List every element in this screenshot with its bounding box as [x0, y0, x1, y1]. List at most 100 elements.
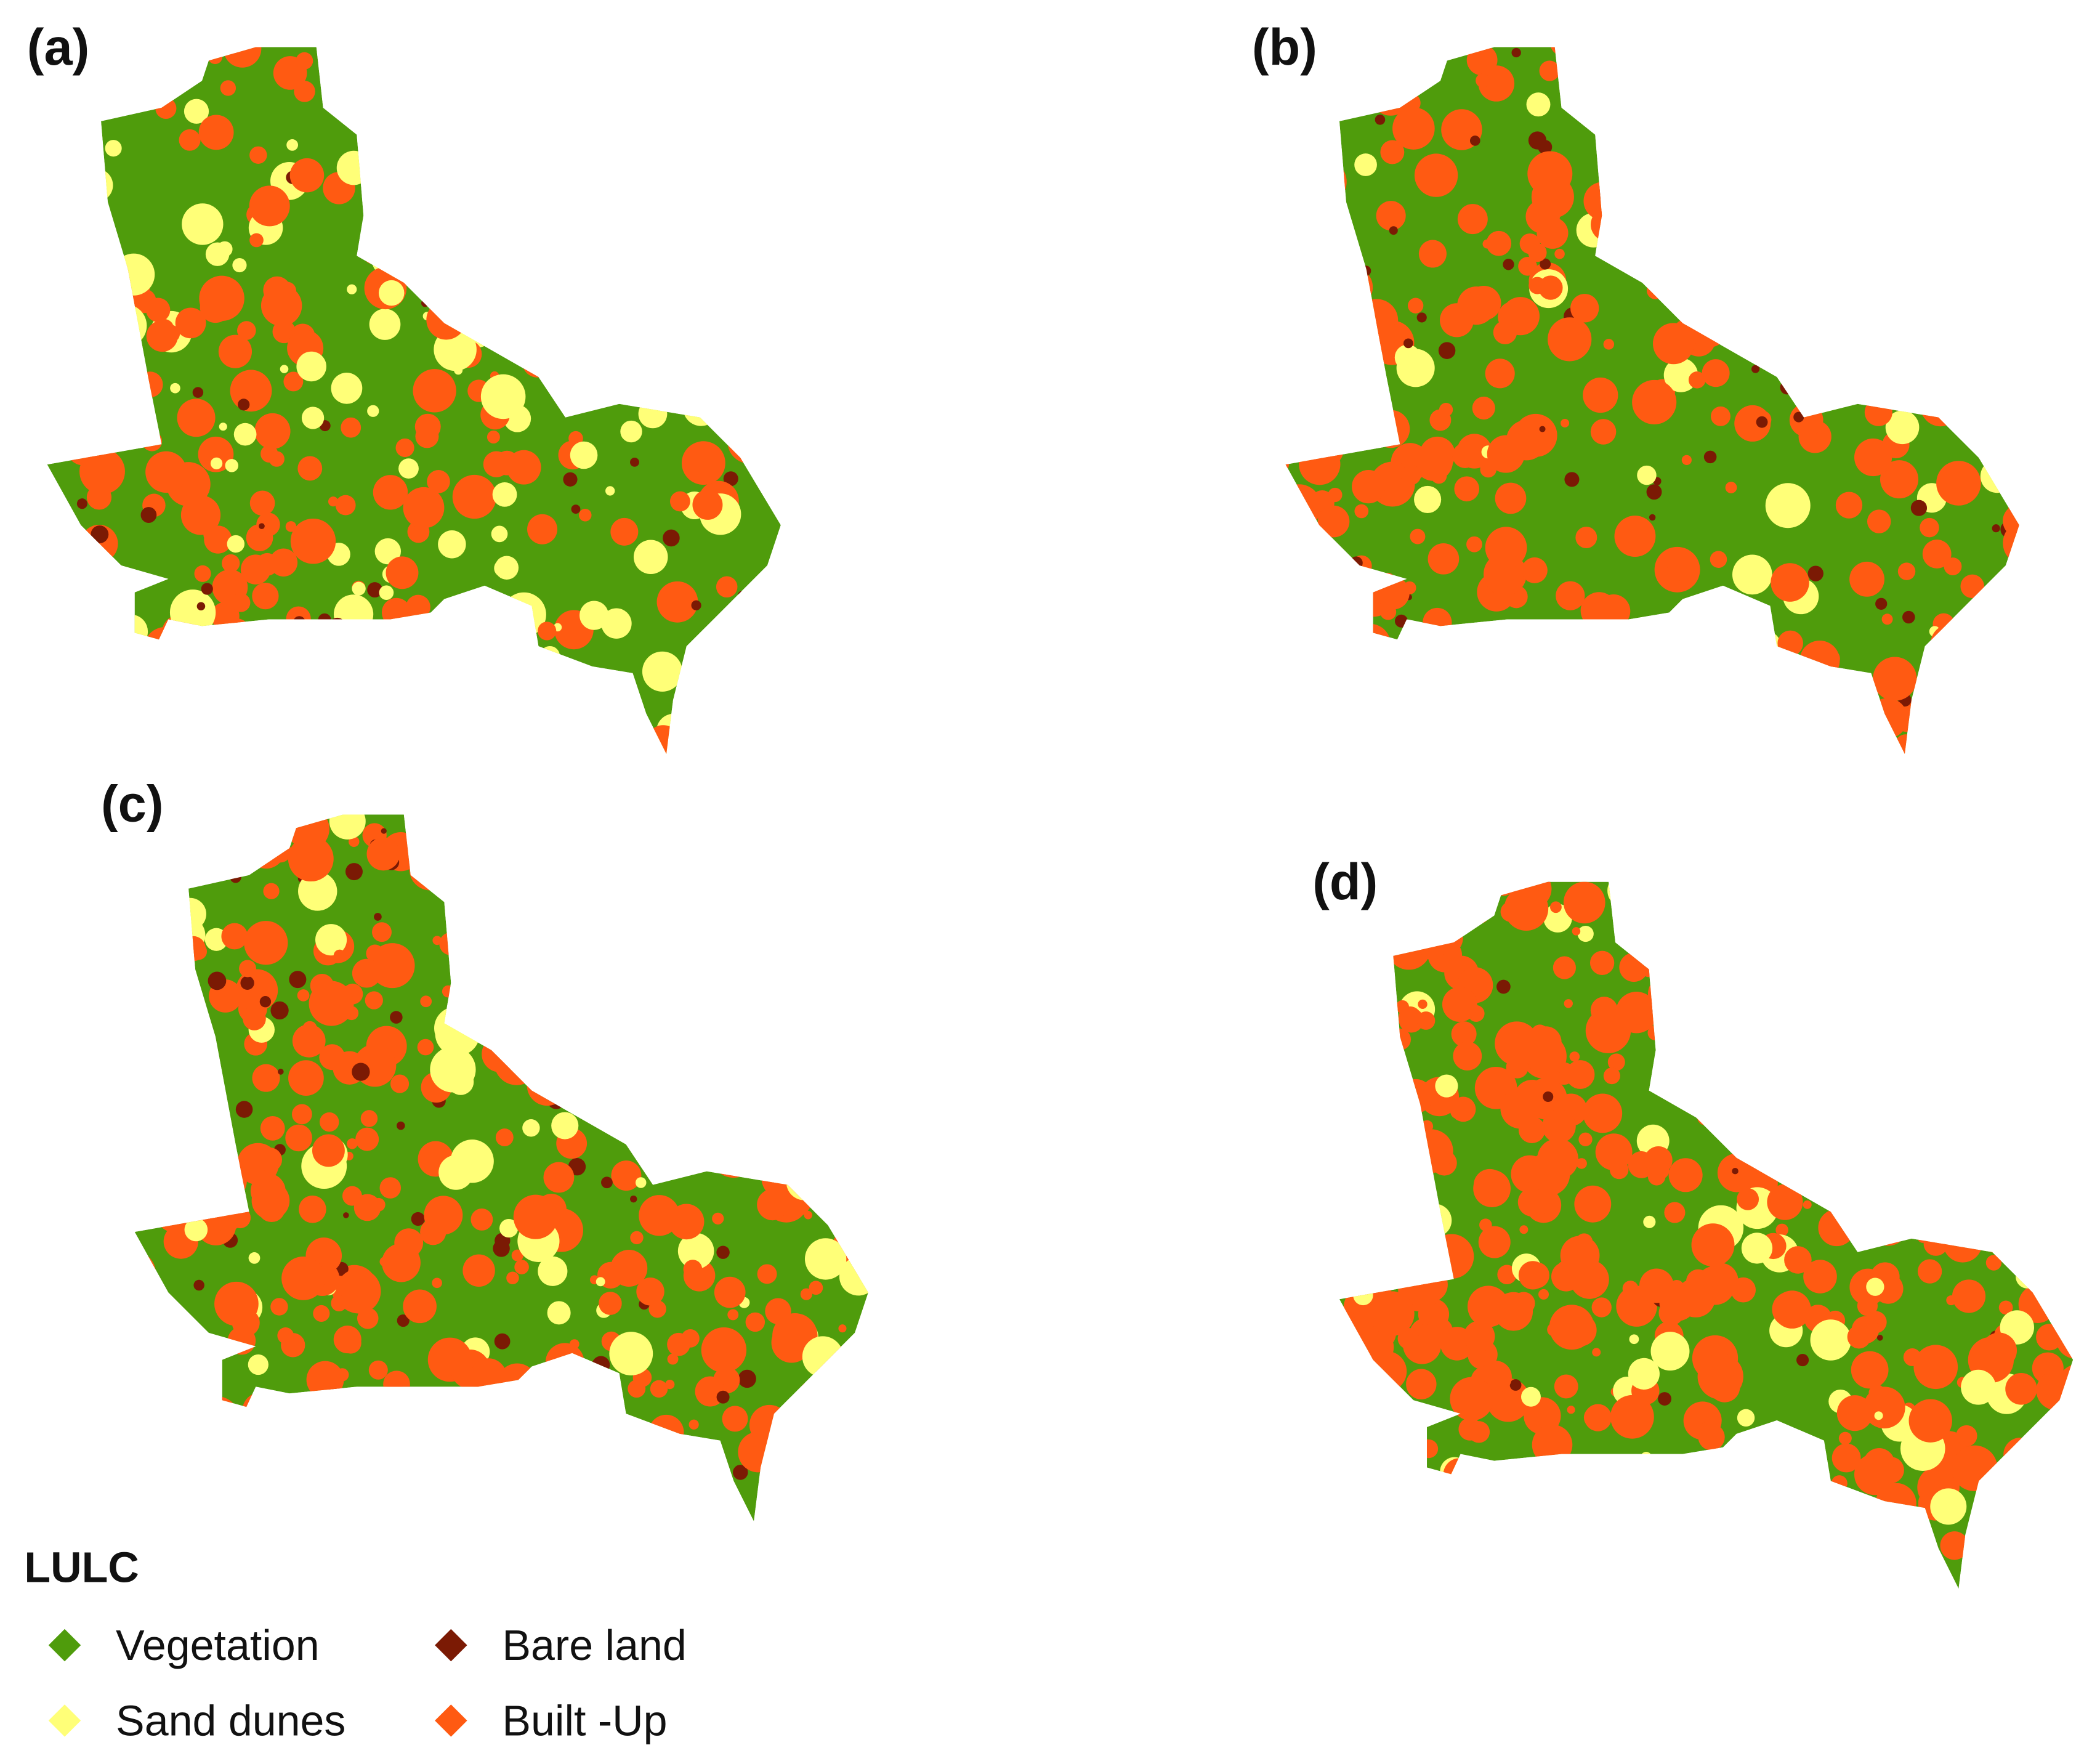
land-cover-patch — [704, 184, 723, 202]
land-cover-patch — [370, 136, 383, 148]
land-cover-patch — [177, 860, 184, 867]
land-cover-patch — [447, 1069, 474, 1095]
land-cover-patch — [176, 1034, 185, 1044]
land-cover-patch — [1902, 610, 1915, 624]
land-cover-patch — [1367, 434, 1376, 443]
land-cover-patch — [1944, 557, 1962, 575]
land-cover-patch — [722, 1406, 748, 1432]
land-cover-patch — [1810, 1319, 1851, 1361]
land-cover-patch — [743, 119, 781, 163]
land-cover-patch — [1748, 630, 1782, 664]
land-cover-patch — [1880, 460, 1919, 499]
land-cover-patch — [506, 1271, 519, 1285]
land-cover-patch — [397, 1121, 405, 1130]
land-cover-patch — [1695, 156, 1720, 180]
land-cover-patch — [1793, 896, 1812, 914]
land-cover-patch — [735, 867, 780, 912]
land-cover-patch — [1942, 913, 1965, 936]
land-cover-patch — [2048, 1000, 2062, 1014]
land-cover-patch — [520, 310, 555, 346]
legend-swatch — [48, 1704, 81, 1737]
land-cover-patch — [1697, 1108, 1714, 1126]
land-cover-patch — [1884, 974, 1912, 1003]
land-cover-patch — [1934, 1173, 1968, 1207]
land-cover-patch — [1807, 565, 1823, 581]
land-cover-patch — [1844, 100, 1885, 141]
land-cover-patch — [1332, 578, 1370, 616]
land-cover-patch — [523, 832, 551, 860]
land-cover-patch — [1603, 1067, 1620, 1085]
land-cover-patch — [1407, 298, 1424, 314]
land-cover-patch — [742, 375, 759, 392]
land-cover-patch — [1371, 410, 1410, 448]
land-cover-patch — [1371, 690, 1401, 720]
land-cover-patch — [1930, 624, 1970, 664]
land-cover-patch — [541, 137, 559, 155]
land-cover-patch — [817, 1066, 831, 1080]
land-cover-patch — [1357, 1560, 1372, 1575]
land-cover-patch — [1352, 636, 1359, 644]
land-cover-patch — [49, 721, 70, 740]
land-cover-patch — [644, 1040, 671, 1066]
land-cover-patch — [463, 222, 480, 240]
legend-swatch — [435, 1629, 467, 1662]
land-cover-patch — [318, 613, 331, 626]
land-cover-patch — [1610, 1395, 1654, 1439]
land-cover-patch — [716, 576, 738, 598]
land-cover-patch — [1826, 881, 1844, 892]
land-cover-patch — [140, 1083, 156, 1098]
land-cover-patch — [1684, 225, 1713, 254]
land-cover-patch — [1803, 114, 1830, 141]
land-cover-patch — [1323, 213, 1333, 222]
land-cover-patch — [1607, 1053, 1625, 1071]
land-cover-patch — [601, 1176, 613, 1189]
land-cover-patch — [1753, 118, 1797, 162]
land-cover-patch — [1310, 121, 1322, 133]
land-cover-patch — [592, 1356, 610, 1374]
land-cover-patch — [759, 935, 793, 970]
land-cover-patch — [1614, 516, 1656, 557]
land-cover-patch — [1828, 1183, 1838, 1193]
land-cover-patch — [2011, 1130, 2055, 1173]
land-cover-patch — [382, 47, 422, 86]
land-cover-patch — [293, 616, 305, 628]
land-cover-patch — [103, 329, 140, 366]
land-cover-patch — [85, 343, 128, 386]
land-cover-patch — [296, 52, 313, 70]
land-cover-patch — [1375, 81, 1384, 91]
land-cover-patch — [104, 665, 116, 678]
land-cover-patch — [1859, 231, 1874, 246]
land-cover-patch — [1931, 1582, 1949, 1589]
land-cover-patch — [575, 975, 605, 1005]
land-cover-patch — [142, 1340, 151, 1349]
land-cover-patch — [598, 739, 618, 755]
land-cover-patch — [2070, 1035, 2074, 1052]
land-cover-patch — [1706, 131, 1724, 150]
land-cover-patch — [374, 913, 382, 921]
land-cover-patch — [1389, 1028, 1411, 1051]
land-cover-patch — [283, 371, 304, 392]
land-cover-patch — [1552, 647, 1561, 657]
land-cover-patch — [1848, 1026, 1861, 1039]
land-cover-patch — [249, 1500, 283, 1521]
land-cover-patch — [1842, 999, 1873, 1030]
land-cover-patch — [170, 383, 180, 394]
land-cover-patch — [1452, 442, 1478, 468]
land-cover-patch — [1991, 1038, 2029, 1075]
land-cover-patch — [227, 535, 245, 553]
land-cover-patch — [1998, 62, 2019, 94]
land-cover-patch — [1874, 1411, 1883, 1420]
land-cover-patch — [1550, 1478, 1572, 1500]
land-cover-patch — [865, 882, 868, 891]
land-cover-patch — [1956, 1103, 1996, 1142]
land-cover-patch — [773, 322, 781, 349]
land-cover-patch — [1804, 678, 1811, 685]
land-cover-patch — [277, 649, 291, 663]
land-cover-patch — [604, 1439, 648, 1483]
land-cover-patch — [560, 61, 578, 79]
land-cover-patch — [1878, 1457, 1904, 1484]
land-cover-patch — [1674, 688, 1698, 712]
land-cover-patch — [2016, 983, 2036, 1004]
land-cover-patch — [47, 266, 85, 304]
land-cover-patch — [1795, 47, 1811, 54]
